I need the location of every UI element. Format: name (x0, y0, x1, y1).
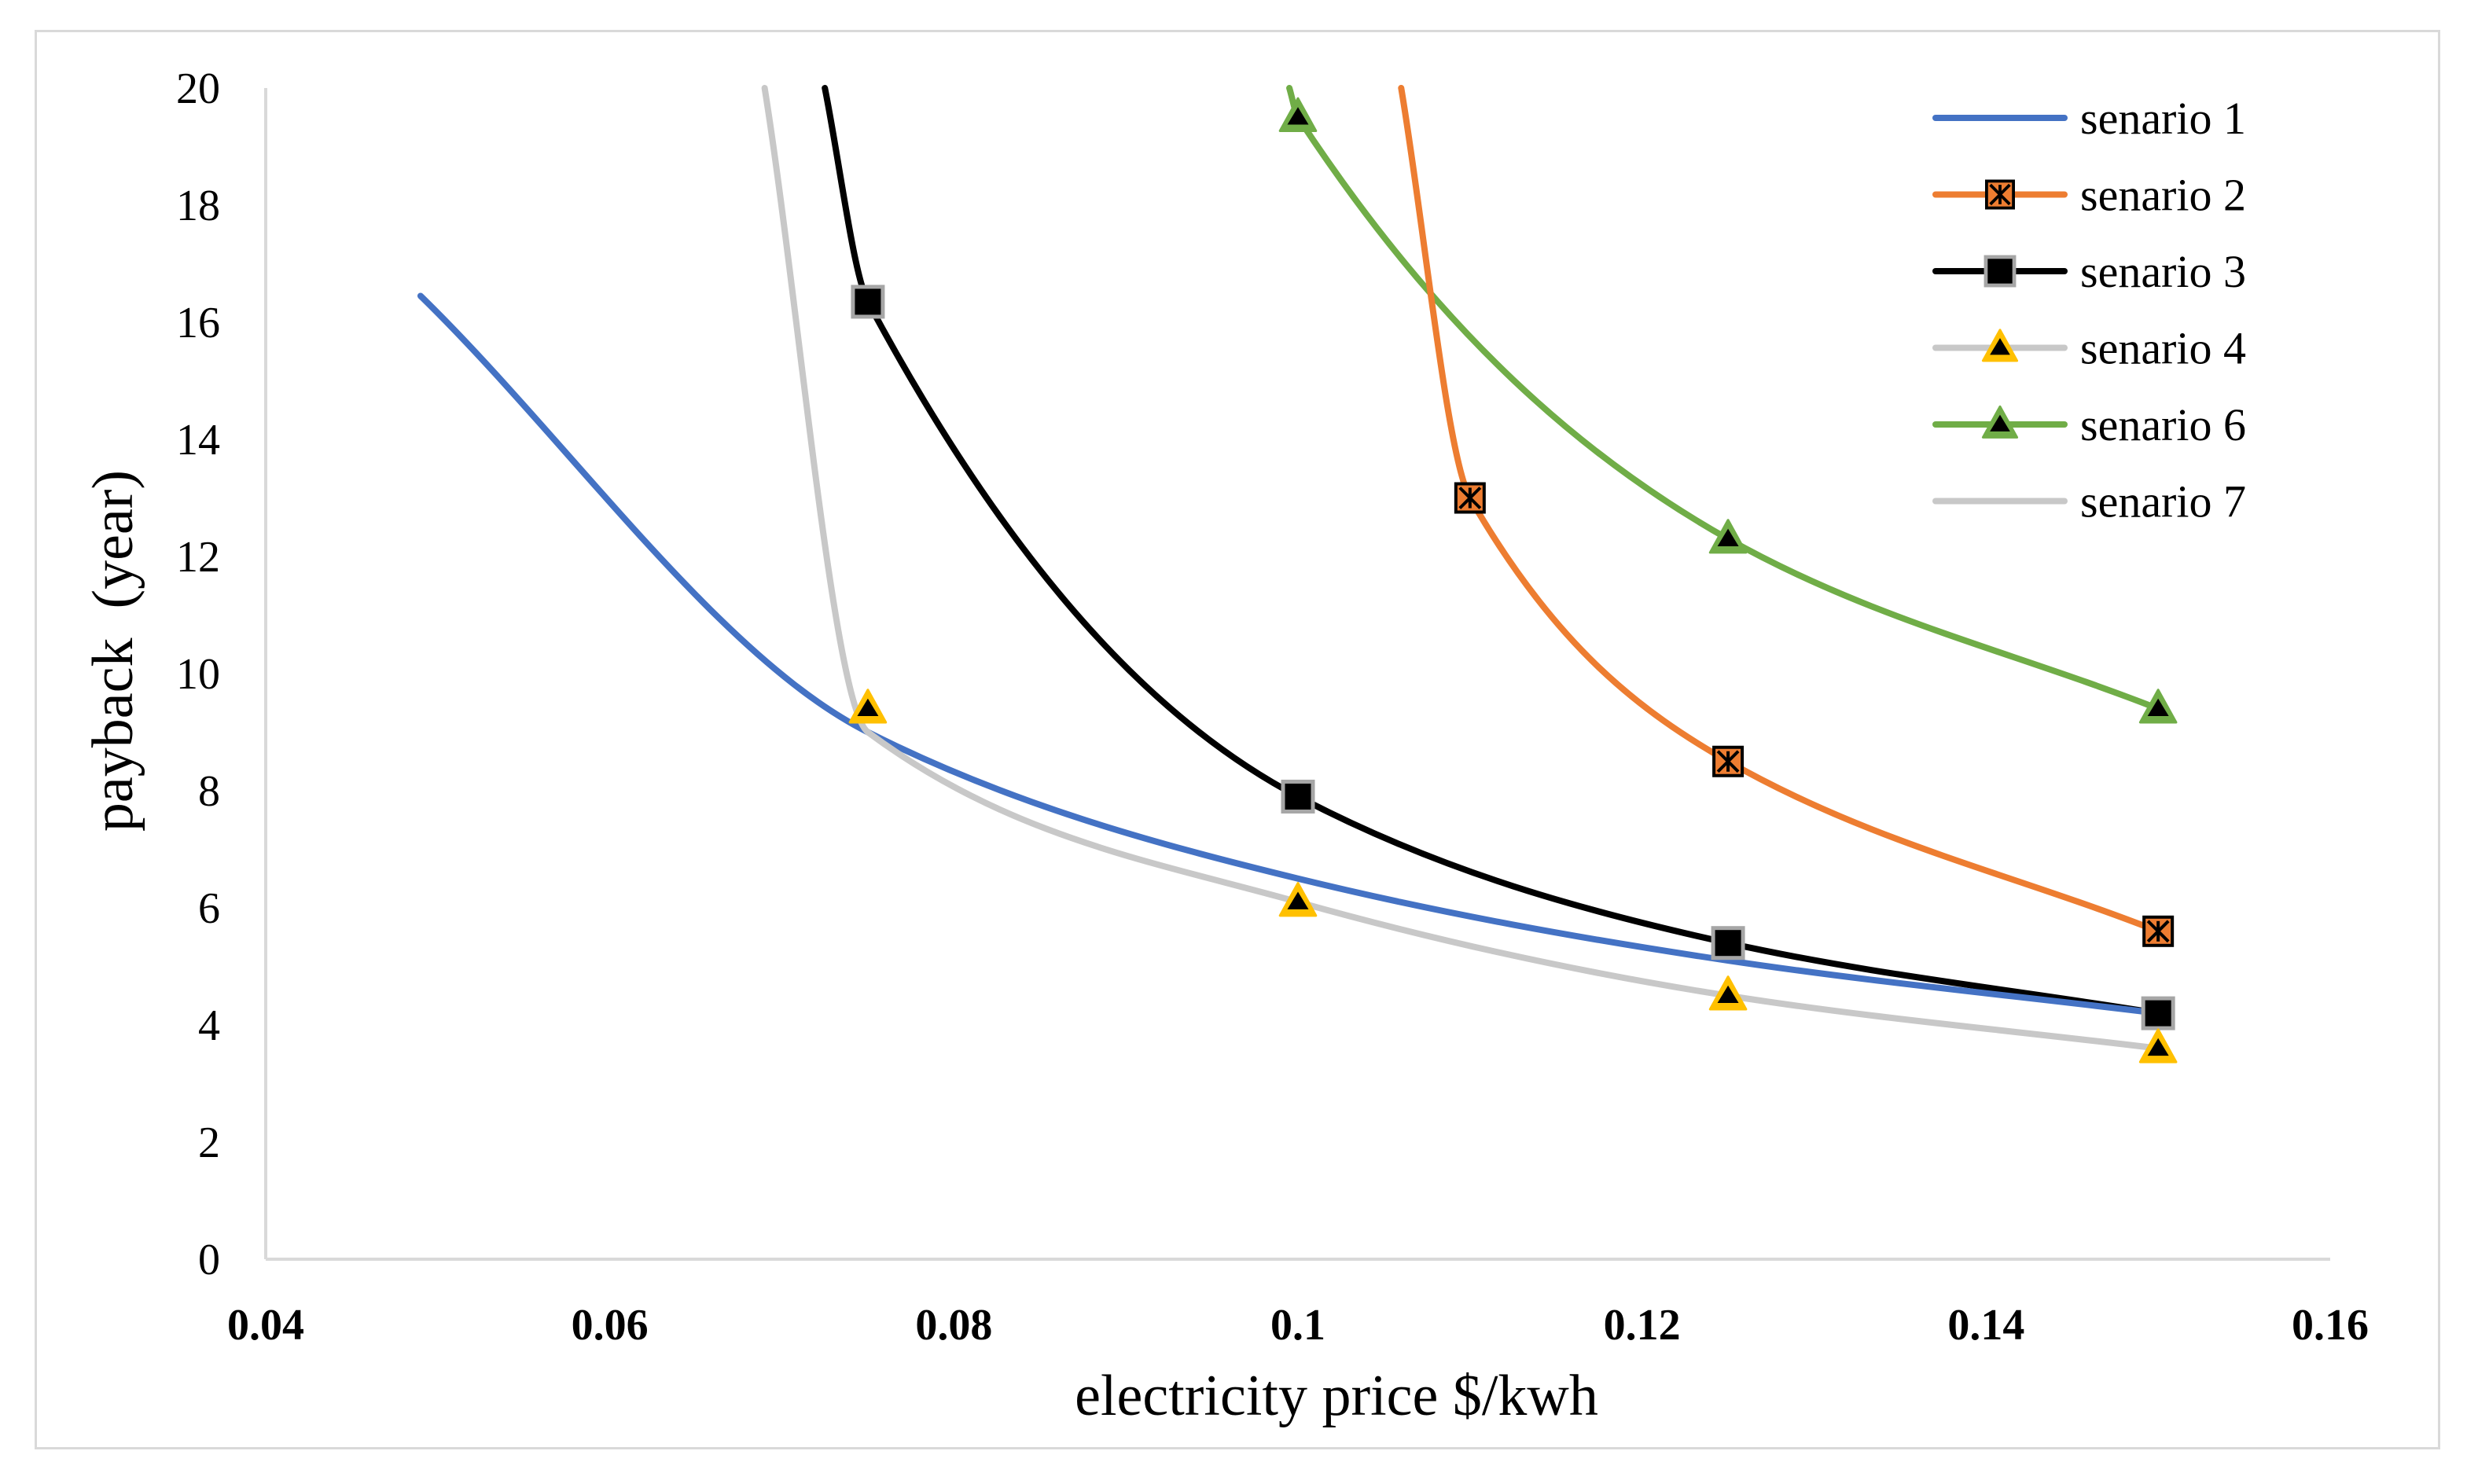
x-tick-label: 0.08 (915, 1301, 992, 1350)
x-tick-label: 0.1 (1270, 1301, 1325, 1350)
y-axis-title: payback (year) (81, 470, 145, 832)
series-line-senario-6 (1286, 85, 2162, 712)
y-tick-label: 20 (176, 64, 220, 113)
legend-item: senario 2 (1932, 170, 2246, 221)
marker-senario-3 (851, 285, 885, 319)
chart-frame (35, 30, 2440, 1449)
legend-label: senario 7 (2080, 476, 2246, 527)
y-tick-label: 6 (198, 884, 220, 933)
y-tick-label: 0 (198, 1236, 220, 1284)
marker-senario-2 (1712, 745, 1745, 777)
series-line-senario-3 (822, 85, 2162, 1017)
marker-senario-4 (1708, 975, 1748, 1011)
y-tick-labels: 0 2 4 6 8 10 12 14 16 18 20 (176, 64, 220, 1284)
x-axis-title: electricity price $/kwh (1075, 1364, 1598, 1428)
legend-marker (1984, 179, 2015, 210)
y-tick-label: 10 (176, 650, 220, 699)
legend-item: senario 3 (1932, 246, 2246, 297)
y-tick-label: 8 (198, 767, 220, 816)
x-tick-labels: 0.04 0.06 0.08 0.1 0.12 0.14 0.16 (227, 1301, 2369, 1350)
marker-senario-4 (848, 689, 888, 724)
legend-item: senario 7 (1932, 476, 2246, 527)
y-tick-label: 12 (176, 533, 220, 582)
legend-label: senario 1 (2080, 93, 2246, 144)
marker-senario-2 (1454, 482, 1486, 514)
markers (848, 97, 2178, 1063)
x-tick-label: 0.16 (2292, 1301, 2369, 1350)
series-line-senario-2 (1398, 85, 2162, 935)
series-line-senario-7 (761, 85, 2162, 1052)
axes (264, 88, 2330, 1261)
legend-marker (1984, 255, 2017, 288)
y-tick-label: 4 (198, 1001, 220, 1050)
x-tick-label: 0.12 (1604, 1301, 1681, 1350)
marker-senario-3 (2141, 996, 2175, 1030)
legend-label: senario 6 (2080, 399, 2246, 450)
marker-senario-6 (2138, 689, 2178, 724)
marker-senario-6 (1708, 519, 1748, 554)
legend-label: senario 2 (2080, 170, 2246, 221)
x-tick-label: 0.06 (572, 1301, 649, 1350)
legend-item: senario 6 (1932, 399, 2246, 450)
marker-senario-3 (1281, 779, 1315, 814)
series-line-senario-1 (417, 292, 2162, 1017)
y-tick-label: 16 (176, 299, 220, 347)
x-tick-label: 0.14 (1947, 1301, 2024, 1350)
legend-label: senario 3 (2080, 246, 2246, 297)
legend-item: senario 4 (1932, 323, 2246, 374)
marker-senario-2 (2142, 915, 2175, 947)
y-tick-label: 2 (198, 1119, 220, 1167)
y-tick-label: 18 (176, 182, 220, 230)
marker-senario-3 (1711, 926, 1745, 961)
marker-senario-4 (1278, 882, 1318, 917)
legend-label: senario 4 (2080, 323, 2246, 374)
marker-senario-6 (1278, 97, 1318, 133)
x-tick-label: 0.04 (227, 1301, 304, 1350)
marker-senario-4 (2138, 1028, 2178, 1063)
legend-marker (1981, 329, 2019, 362)
y-tick-label: 14 (176, 416, 220, 465)
legend: senario 1 senario 2 senario 3 senario 4 sena… (1932, 93, 2246, 527)
legend-marker (1981, 405, 2019, 439)
legend-item: senario 1 (1932, 93, 2246, 144)
